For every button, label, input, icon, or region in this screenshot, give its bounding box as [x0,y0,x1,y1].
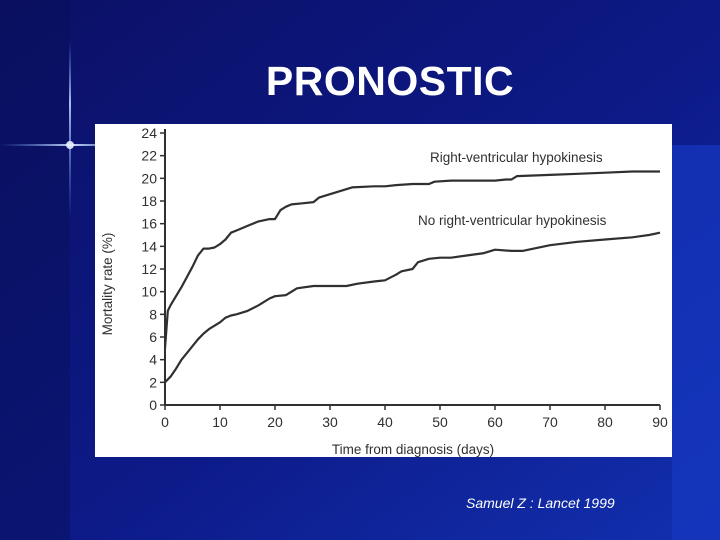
y-tick-label: 18 [141,193,157,209]
chart-axes [164,129,660,406]
x-tick-label: 80 [597,414,613,430]
chart-panel: 0 2 4 6 8 10 12 14 16 18 20 22 24 0 10 20 30 40 50 60 70 80 9… [95,124,672,457]
y-tick-label: 0 [149,397,157,413]
y-tick-label: 6 [149,329,157,345]
x-axis-label: Time from diagnosis (days) [332,442,494,457]
series-label-rv-hypokinesis: Right-ventricular hypokinesis [430,150,603,165]
sparkle-icon [0,40,145,220]
x-tick-label: 50 [432,414,448,430]
slide-title: PRONOSTIC [265,58,515,104]
y-tick-label: 2 [149,374,157,390]
y-tick-label: 24 [141,125,157,141]
x-tick-label: 90 [652,414,668,430]
x-axis-ticks: 0 10 20 30 40 50 60 70 80 90 [161,405,668,430]
x-tick-label: 70 [542,414,558,430]
y-tick-label: 10 [141,284,157,300]
x-tick-label: 10 [212,414,228,430]
series-label-no-rv-hypokinesis: No right-ventricular hypokinesis [418,213,607,228]
citation: Samuel Z : Lancet 1999 [466,495,615,511]
series-line-no-rv-hypokinesis [164,231,661,384]
x-tick-label: 60 [487,414,503,430]
x-tick-label: 30 [322,414,338,430]
chart-series [163,170,661,384]
x-tick-label: 0 [161,414,169,430]
y-axis-label: Mortality rate (%) [100,233,115,336]
y-tick-label: 22 [141,148,157,164]
y-tick-label: 12 [141,261,157,277]
y-tick-label: 20 [141,170,157,186]
y-tick-label: 8 [149,306,157,322]
y-tick-label: 4 [149,352,157,368]
x-tick-label: 20 [267,414,283,430]
series-line-rv-hypokinesis [163,170,660,349]
y-tick-label: 16 [141,216,157,232]
x-tick-label: 40 [377,414,393,430]
y-tick-label: 14 [141,238,157,254]
